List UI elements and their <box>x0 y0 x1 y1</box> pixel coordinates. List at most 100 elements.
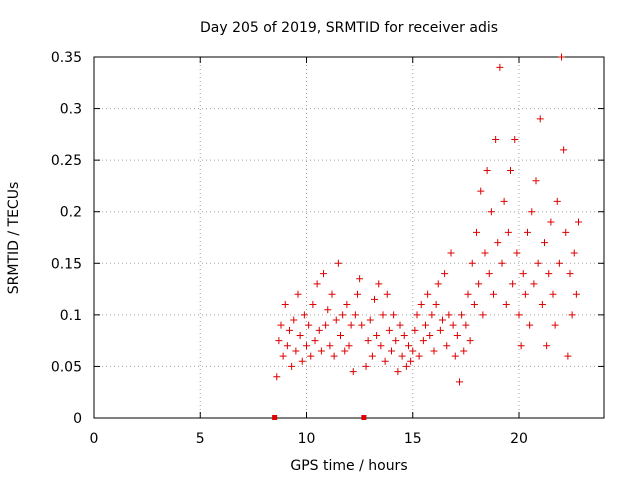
data-point <box>341 347 349 355</box>
data-point <box>309 301 317 309</box>
data-point <box>439 316 446 324</box>
data-point <box>381 357 389 365</box>
data-point <box>553 197 561 205</box>
data-point <box>337 331 344 339</box>
data-point <box>460 347 468 355</box>
data-point <box>432 301 440 309</box>
data-point <box>283 342 291 350</box>
data-point <box>434 280 442 288</box>
data-point <box>330 352 338 360</box>
y-tick-label: 0.35 <box>51 50 82 66</box>
data-point <box>419 337 427 345</box>
axis-ticks: 0 0.05 0.1 0.15 0.2 0.25 0.3 0.35 0 5 10 15 20 <box>51 50 604 447</box>
data-point <box>351 311 359 319</box>
data-point <box>528 208 536 216</box>
y-tick-label: 0.05 <box>51 359 82 375</box>
data-point <box>513 249 521 257</box>
data-point <box>298 357 306 365</box>
data-point <box>400 331 408 339</box>
data-point <box>303 342 310 350</box>
data-point <box>288 362 296 370</box>
data-point <box>396 321 404 329</box>
data-point <box>313 280 321 288</box>
x-axis-label: GPS time / hours <box>290 458 407 474</box>
data-point <box>487 208 495 216</box>
data-point <box>566 270 574 278</box>
data-point <box>541 239 548 247</box>
data-point <box>294 290 302 298</box>
data-point <box>530 280 538 288</box>
data-point <box>354 290 361 298</box>
y-tick-label: 0.25 <box>51 153 82 169</box>
data-point <box>562 228 570 236</box>
data-point <box>560 146 568 154</box>
y-tick-label: 0.2 <box>60 205 82 221</box>
data-point <box>415 352 423 360</box>
data-point <box>496 63 504 71</box>
data-point <box>345 342 353 350</box>
data-point <box>343 301 351 309</box>
data-point <box>405 342 412 350</box>
data-point <box>575 218 582 226</box>
data-point <box>366 316 374 324</box>
data-point <box>409 347 417 355</box>
y-axis-label: SRMTID / TECUs <box>6 182 22 295</box>
data-point <box>305 321 313 329</box>
data-point <box>490 290 497 298</box>
data-point <box>332 316 340 324</box>
x-tick-label: 15 <box>404 431 422 447</box>
data-point <box>551 321 559 329</box>
data-point <box>322 321 330 329</box>
zero-marker <box>361 415 367 420</box>
x-tick-label: 5 <box>196 431 205 447</box>
data-point <box>449 321 457 329</box>
data-point <box>392 337 400 345</box>
y-tick-label: 0.15 <box>51 256 82 272</box>
data-point <box>326 342 334 350</box>
data-point <box>428 311 436 319</box>
data-point <box>383 290 391 298</box>
plot-frame <box>93 56 605 419</box>
x-tick-label: 10 <box>298 431 316 447</box>
data-points <box>272 53 582 420</box>
data-point <box>456 378 463 386</box>
data-point <box>466 337 474 345</box>
data-point <box>572 290 580 298</box>
data-point <box>292 347 300 355</box>
data-point <box>451 352 459 360</box>
data-point <box>453 331 461 339</box>
data-point <box>485 270 493 278</box>
data-point <box>521 290 529 298</box>
data-point <box>324 306 332 314</box>
data-point <box>441 270 449 278</box>
data-point <box>464 290 472 298</box>
data-point <box>339 311 347 319</box>
data-point <box>281 301 289 309</box>
data-point <box>279 352 287 360</box>
data-point <box>411 326 419 334</box>
data-point <box>436 326 444 334</box>
data-point <box>375 280 383 288</box>
data-point <box>445 311 453 319</box>
data-point <box>394 368 402 376</box>
data-point <box>470 301 478 309</box>
data-point <box>532 177 540 185</box>
data-point <box>430 347 438 355</box>
data-point <box>388 347 395 355</box>
data-point <box>347 321 355 329</box>
data-point <box>385 326 393 334</box>
data-point <box>502 301 510 309</box>
data-point <box>364 337 372 345</box>
data-point <box>368 352 376 360</box>
data-point <box>517 342 525 350</box>
data-point <box>558 53 565 61</box>
data-point <box>458 311 466 319</box>
data-point <box>300 311 308 319</box>
data-point <box>511 136 519 144</box>
grid <box>94 57 604 418</box>
chart-title: Day 205 of 2019, SRMTID for receiver adi… <box>200 20 498 36</box>
data-point <box>402 362 410 370</box>
data-point <box>543 342 551 350</box>
data-point <box>570 249 578 257</box>
